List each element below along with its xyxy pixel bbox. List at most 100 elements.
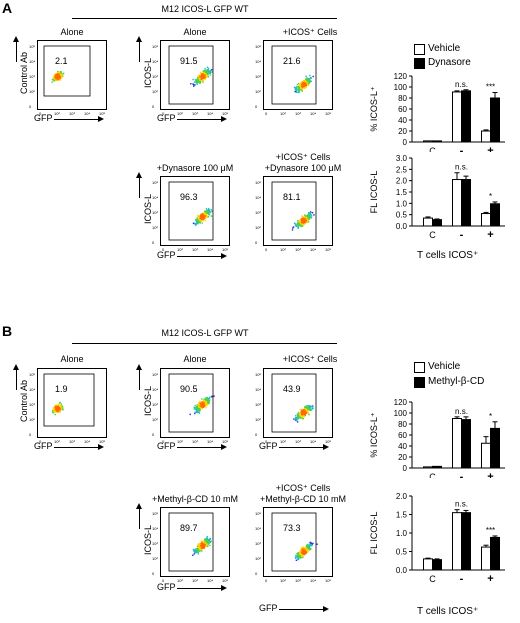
flow-event xyxy=(206,209,208,212)
flow-event xyxy=(302,555,304,558)
flow-event xyxy=(207,216,210,218)
flow-event xyxy=(306,405,308,407)
flow-b4-ylabel: ICOS-L xyxy=(143,525,153,556)
flow-event xyxy=(194,404,196,407)
flow-event xyxy=(202,545,204,547)
category-label: + xyxy=(487,471,493,478)
flow-event xyxy=(197,79,199,81)
flow-event xyxy=(296,219,299,222)
flow-event xyxy=(55,79,57,81)
flow-event xyxy=(309,216,311,218)
flow-xtick-label: 10³ xyxy=(295,439,301,444)
flow-event xyxy=(305,549,308,551)
flow-event xyxy=(305,86,307,88)
flow-event xyxy=(59,408,61,411)
flow-event xyxy=(197,75,200,77)
flow-event xyxy=(204,77,206,80)
flow-event xyxy=(59,71,62,73)
flow-event xyxy=(209,396,211,398)
flow-events xyxy=(51,70,65,83)
flow-xtick-label: 10³ xyxy=(69,439,75,444)
flow-event xyxy=(304,550,306,552)
flow-event xyxy=(301,88,303,90)
flow-event xyxy=(302,81,304,83)
flow-event xyxy=(306,545,308,548)
flow-event xyxy=(296,418,298,420)
flow-b4-yarrow-head xyxy=(136,503,142,509)
flow-event xyxy=(196,409,198,411)
bar-chart-b-percent: 0 20 40 60 80 100 120 % ICOS-L⁺ C - n.s. + * xyxy=(369,398,505,478)
flow-ytick-label: 0 xyxy=(255,240,258,245)
bar-vehicle xyxy=(481,213,491,227)
y-tick-label: 120 xyxy=(394,72,408,81)
flow-xtick-label: 10³ xyxy=(69,111,75,116)
flow-event xyxy=(309,408,311,410)
flow-event xyxy=(198,545,200,547)
flow-event xyxy=(308,545,311,547)
flow-event xyxy=(201,544,203,546)
flow-event xyxy=(311,544,313,547)
flow-event xyxy=(53,74,55,77)
flow-b3-value: 43.9 xyxy=(283,384,301,394)
flow-event xyxy=(298,416,300,419)
flow-event xyxy=(295,88,297,91)
flow-event xyxy=(204,220,207,222)
flow-event xyxy=(199,82,201,84)
flow-event xyxy=(297,223,299,225)
flow-event xyxy=(195,219,198,221)
flow-event xyxy=(198,544,200,546)
flow-b4-xlabel: GFP xyxy=(157,582,176,592)
flow-event xyxy=(309,213,312,215)
flow-ytick-label: 10⁴ xyxy=(152,387,159,392)
flow-xtick-label: 10³ xyxy=(192,247,198,252)
flow-event xyxy=(206,215,208,218)
flow-event xyxy=(207,404,209,406)
flow-event xyxy=(53,77,55,80)
legend-a-treatment-label: Dynasore xyxy=(428,57,471,68)
flow-event xyxy=(308,218,310,220)
flow-event xyxy=(294,90,296,93)
flow-event xyxy=(304,215,307,217)
flow-event xyxy=(305,218,308,220)
flow-event xyxy=(210,215,213,217)
flow-event xyxy=(304,84,306,87)
flow-event xyxy=(203,542,205,544)
flow-event xyxy=(300,555,303,557)
flow-event xyxy=(203,76,205,79)
flow-event xyxy=(57,404,60,406)
flow-event xyxy=(205,406,207,409)
flow-event xyxy=(201,549,203,551)
flow-event xyxy=(297,554,300,556)
flow-ytick-label: 10³ xyxy=(255,210,261,215)
flow-b2-xlabel: GFP xyxy=(157,441,176,451)
flow-event xyxy=(55,407,58,410)
flow-event xyxy=(305,81,308,84)
flow-event xyxy=(298,225,300,227)
flow-canvas xyxy=(37,40,107,110)
flow-event xyxy=(296,419,298,421)
flow-ytick-label: 10⁴ xyxy=(255,526,262,531)
flow-event xyxy=(294,224,297,226)
flow-ytick-label: 10² xyxy=(255,225,261,230)
flow-event xyxy=(51,78,54,81)
y-tick-label: 1.5 xyxy=(396,511,408,520)
flow-event xyxy=(204,398,206,400)
flow-event xyxy=(301,219,303,222)
flow-event xyxy=(300,411,302,414)
flow-event xyxy=(301,412,304,414)
flow-event xyxy=(199,402,201,404)
flow-xtick-label: 10⁴ xyxy=(207,578,214,583)
flow-xtick-label: 10⁴ xyxy=(310,247,317,252)
flow-event xyxy=(199,410,201,412)
flow-event xyxy=(58,75,61,77)
flow-event xyxy=(302,220,304,223)
flow-event xyxy=(199,80,202,83)
flow-ytick-label: 10³ xyxy=(255,74,261,79)
flow-event xyxy=(58,74,60,76)
flow-event xyxy=(295,415,297,417)
flow-ytick-label: 10⁵ xyxy=(152,180,159,185)
flow-xtick-label: 10² xyxy=(177,439,183,444)
flow-event xyxy=(197,407,199,410)
flow-event xyxy=(201,550,203,552)
flow-xtick-label: 10⁴ xyxy=(84,111,91,116)
